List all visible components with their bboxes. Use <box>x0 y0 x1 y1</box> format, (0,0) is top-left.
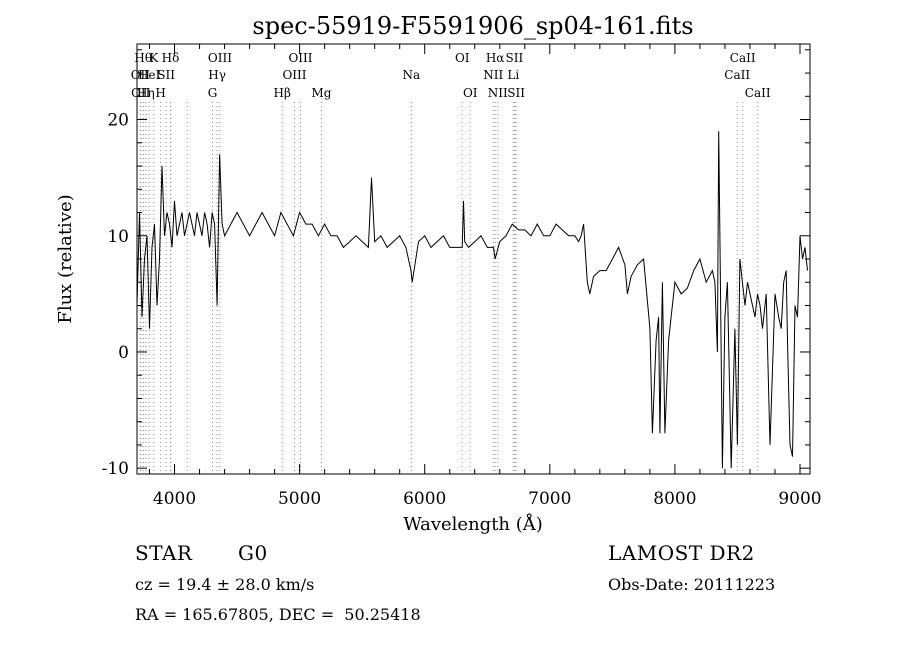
coordinates: RA = 165.67805, DEC = 50.25418 <box>135 605 421 624</box>
line-label-7: SII <box>157 68 175 82</box>
y-axis-label: Flux (relative) <box>55 194 76 323</box>
line-label-20: NII <box>483 68 503 82</box>
line-label-21: Hα <box>486 51 505 65</box>
spectral-line-labels: OII OII Hθ Hη HeI K H SII Hδ G Hγ OIII Hβ OIII OIII Mg N… <box>131 51 771 100</box>
redshift-info: cz = 19.4 ± 28.0 km/s <box>135 575 315 594</box>
obs-date: Obs-Date: 20111223 <box>608 575 776 594</box>
line-label-1: OII <box>131 86 151 100</box>
line-label-24: SII <box>506 51 524 65</box>
x-tick-label-2: 6000 <box>403 489 446 509</box>
line-label-8: Hδ <box>162 51 180 65</box>
spectrum-line <box>136 131 808 469</box>
y-tick-label-2: 10 <box>107 227 129 247</box>
line-label-14: OIII <box>282 68 306 82</box>
y-tick-label-0: -10 <box>102 459 129 479</box>
x-tick-label-1: 5000 <box>278 489 321 509</box>
line-label-17: Na <box>403 68 421 82</box>
x-axis-label: Wavelength (Å) <box>403 513 543 535</box>
plot-frame <box>136 43 811 475</box>
x-tick-label-0: 4000 <box>153 489 196 509</box>
line-label-12: OIII <box>208 51 232 65</box>
line-label-18: OI <box>455 51 470 65</box>
line-label-11: Hγ <box>208 68 226 82</box>
line-label-15: OIII <box>288 51 312 65</box>
line-label-27: CaII <box>730 51 756 65</box>
object-class: STAR <box>135 541 193 565</box>
line-label-16: Mg <box>312 86 332 100</box>
line-label-22: NII <box>488 86 508 100</box>
line-label-4: HeI <box>138 68 161 82</box>
line-label-3: Hη <box>137 86 155 100</box>
x-tick-label-4: 8000 <box>653 489 696 509</box>
line-label-10: G <box>208 86 218 100</box>
line-label-26: CaII <box>724 68 750 82</box>
y-tick-label-3: 20 <box>107 111 129 131</box>
line-label-19: OI <box>463 86 478 100</box>
y-tick-label-1: 0 <box>118 343 129 363</box>
line-label-28: CaII <box>745 86 771 100</box>
line-label-23: Li <box>507 68 519 82</box>
x-tick-label-5: 9000 <box>778 489 821 509</box>
chart-title: spec-55919-F5591906_sp04-161.fits <box>252 12 693 40</box>
line-label-0: OII <box>131 68 151 82</box>
x-tick-label-3: 7000 <box>528 489 571 509</box>
x-axis-ticks: 4000 5000 6000 7000 8000 9000 <box>149 44 822 509</box>
line-label-25: SII <box>507 86 525 100</box>
y-axis-ticks: -10 0 10 20 <box>102 49 810 479</box>
line-label-5: K <box>149 51 159 65</box>
line-label-2: Hθ <box>134 51 152 65</box>
survey-name: LAMOST DR2 <box>608 541 755 565</box>
line-label-6: H <box>155 86 165 100</box>
object-subclass: G0 <box>238 541 268 565</box>
line-label-13: Hβ <box>274 86 291 100</box>
